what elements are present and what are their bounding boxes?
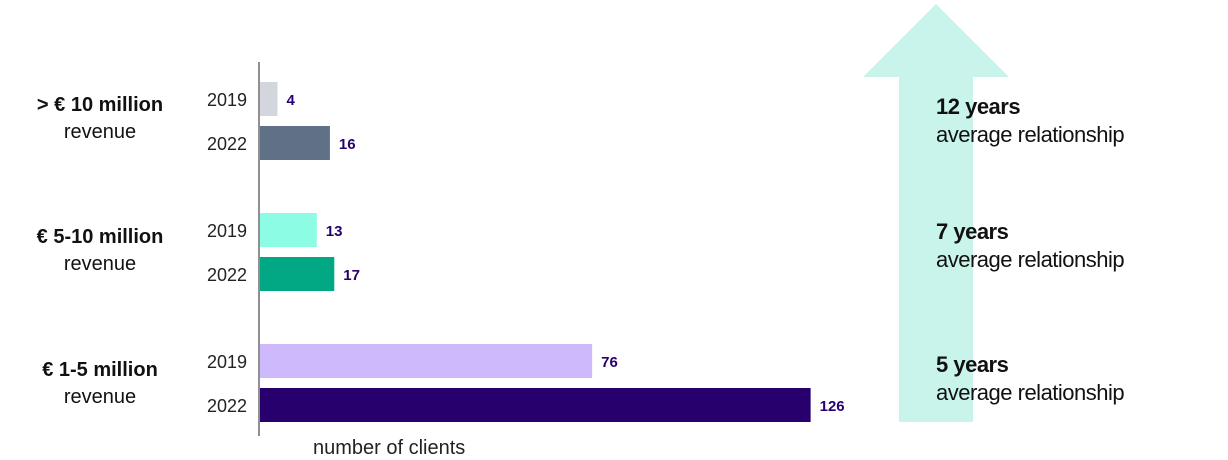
group-title: € 1-5 million — [42, 359, 158, 381]
year-tick-label: 2022 — [207, 396, 247, 416]
bar-value-label: 4 — [286, 92, 295, 109]
growth-arrow-icon — [863, 4, 1009, 422]
group-title: > € 10 million — [36, 94, 164, 116]
group-subtitle: revenue — [63, 121, 137, 143]
relationship-over-10m: 12 years average relationship — [936, 93, 1196, 149]
year-tick-label: 2019 — [207, 221, 247, 241]
bar-value-label: 76 — [601, 354, 618, 371]
bar-2019 — [260, 344, 593, 378]
year-tick-label: 2019 — [207, 90, 247, 110]
bar-value-label: 17 — [343, 267, 360, 284]
bar-2019 — [260, 213, 317, 247]
group-label-1-5m: € 1-5 million revenue — [20, 357, 180, 411]
relationship-1-5m: 5 years average relationship — [936, 351, 1196, 407]
year-tick-label: 2022 — [207, 134, 247, 154]
x-axis-label: number of clients — [313, 437, 466, 459]
year-tick-label: 2019 — [207, 352, 247, 372]
relationship-years: 7 years — [936, 219, 1009, 244]
bar-value-label: 126 — [820, 398, 845, 415]
relationship-text: average relationship — [936, 247, 1125, 272]
bar-2019 — [260, 82, 278, 116]
bars-layer: 2019 4 2022 16 2019 13 2022 17 2019 76 2022 126 — [207, 82, 845, 422]
group-title: € 5-10 million — [36, 226, 164, 248]
relationship-text: average relationship — [936, 122, 1125, 147]
bar-value-label: 13 — [326, 223, 343, 240]
group-subtitle: revenue — [63, 386, 137, 408]
bar-value-label: 16 — [339, 136, 356, 153]
bar-2022 — [260, 388, 811, 422]
relationship-5-10m: 7 years average relationship — [936, 218, 1196, 274]
relationship-years: 12 years — [936, 94, 1021, 119]
group-subtitle: revenue — [63, 253, 137, 275]
relationship-years: 5 years — [936, 352, 1009, 377]
year-tick-label: 2022 — [207, 265, 247, 285]
bar-2022 — [260, 126, 330, 160]
group-label-5-10m: € 5-10 million revenue — [20, 224, 180, 278]
bar-2022 — [260, 257, 335, 291]
group-label-over-10m: > € 10 million revenue — [20, 92, 180, 146]
relationship-text: average relationship — [936, 380, 1125, 405]
